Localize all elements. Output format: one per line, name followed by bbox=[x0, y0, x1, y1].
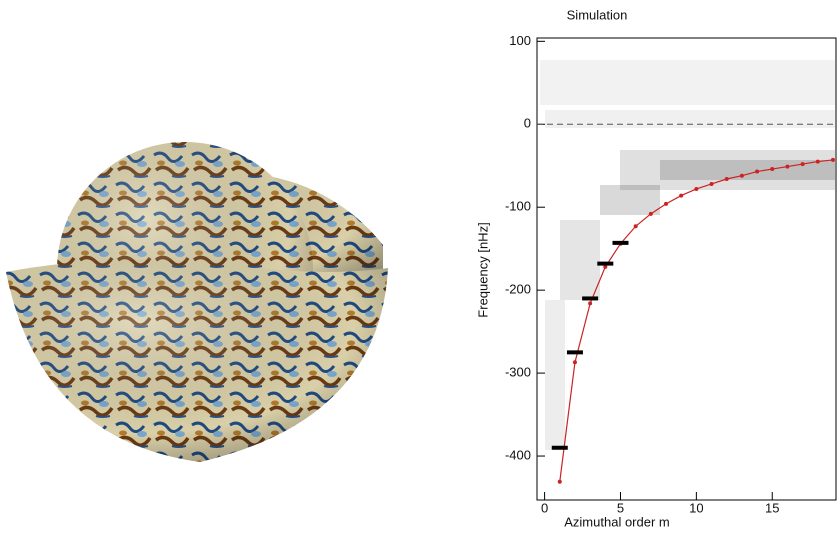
model-point bbox=[815, 159, 820, 164]
model-point bbox=[633, 224, 638, 229]
x-axis-label: Azimuthal order m bbox=[564, 514, 669, 529]
plot-frame bbox=[536, 37, 837, 501]
model-point bbox=[770, 167, 775, 172]
model-point bbox=[603, 264, 608, 269]
model-point bbox=[694, 186, 699, 191]
peak-dash bbox=[597, 261, 614, 266]
sphere-render bbox=[6, 142, 388, 462]
y-tick-label: -100 bbox=[505, 199, 531, 214]
model-point bbox=[755, 169, 760, 174]
y-tick-label: -300 bbox=[505, 365, 531, 380]
y-tick-label: 0 bbox=[524, 116, 531, 131]
heatmap-background bbox=[540, 60, 835, 450]
model-point bbox=[739, 173, 744, 178]
y-axis-label: Frequency [nHz] bbox=[475, 222, 490, 317]
model-point bbox=[557, 479, 562, 484]
model-point bbox=[785, 164, 790, 169]
model-point bbox=[664, 201, 669, 206]
model-point bbox=[679, 193, 684, 198]
peak-dash bbox=[551, 445, 568, 450]
x-tick-label: 5 bbox=[617, 500, 624, 515]
y-tick-label: -400 bbox=[505, 447, 531, 462]
x-tick-label: 10 bbox=[689, 500, 703, 515]
model-point bbox=[724, 177, 729, 182]
y-tick-label: 100 bbox=[509, 33, 531, 48]
x-tick-label: 0 bbox=[541, 500, 548, 515]
peak-dash bbox=[566, 350, 583, 355]
model-point bbox=[830, 157, 835, 162]
model-point bbox=[709, 181, 714, 186]
peak-dash bbox=[612, 240, 629, 245]
model-point bbox=[588, 301, 593, 306]
outer-shell-front-shade bbox=[6, 259, 388, 462]
x-tick-label: 15 bbox=[765, 500, 779, 515]
chart-title: Simulation bbox=[567, 7, 628, 22]
y-tick-label: -200 bbox=[505, 282, 531, 297]
peak-dash bbox=[582, 296, 599, 301]
model-point bbox=[572, 360, 577, 365]
model-point bbox=[800, 162, 805, 167]
model-point bbox=[648, 211, 653, 216]
